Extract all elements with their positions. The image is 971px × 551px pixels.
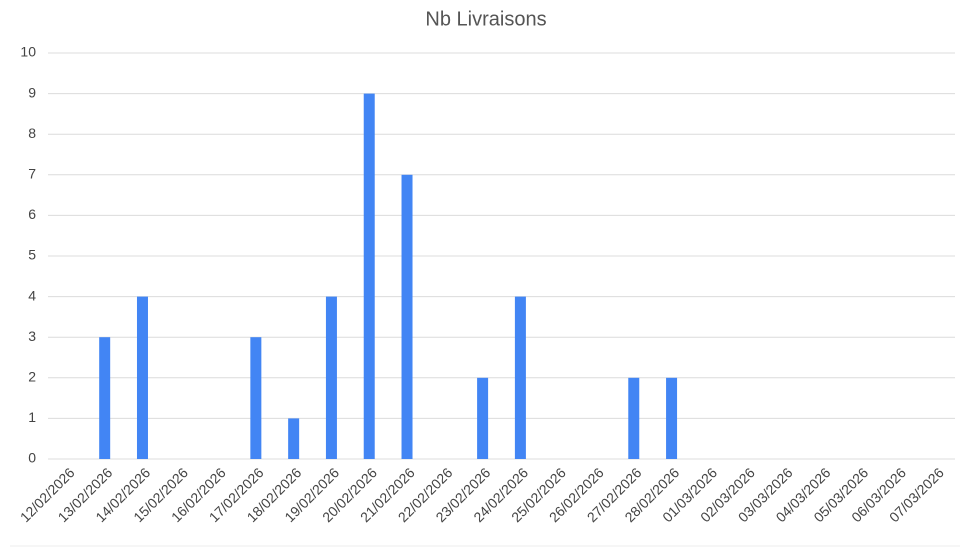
- bar: [325, 296, 337, 459]
- y-tick-label: 7: [28, 166, 36, 182]
- y-tick-label: 2: [28, 369, 36, 385]
- bar: [250, 337, 262, 459]
- bar: [99, 337, 111, 459]
- bar: [666, 377, 678, 459]
- y-tick-label: 6: [28, 206, 36, 222]
- bar: [477, 377, 489, 459]
- y-tick-label: 3: [28, 328, 36, 344]
- y-tick-label: 10: [20, 44, 36, 60]
- y-tick-label: 5: [28, 247, 36, 263]
- y-tick-label: 1: [28, 409, 36, 425]
- bar: [288, 418, 300, 459]
- bar: [514, 296, 526, 459]
- bar: [136, 296, 148, 459]
- y-tick-label: 9: [28, 84, 36, 100]
- chart-title: Nb Livraisons: [425, 8, 546, 30]
- bar: [401, 174, 413, 460]
- y-tick-label: 0: [28, 450, 36, 466]
- y-tick-label: 8: [28, 125, 36, 141]
- bar: [363, 93, 375, 459]
- bar: [628, 377, 640, 459]
- y-tick-label: 4: [28, 287, 36, 303]
